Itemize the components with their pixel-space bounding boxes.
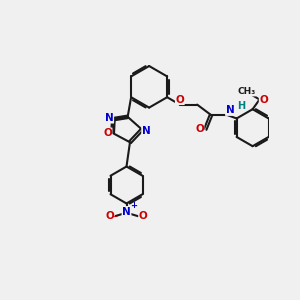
Text: CH₃: CH₃ [238, 87, 256, 96]
Text: O: O [259, 94, 268, 104]
Text: N: N [142, 126, 151, 136]
Text: O: O [195, 124, 204, 134]
Text: O: O [106, 211, 114, 221]
Text: O: O [103, 128, 112, 138]
Text: O: O [176, 94, 184, 104]
Text: O: O [139, 211, 148, 221]
Text: N: N [226, 105, 234, 116]
Text: ⁻: ⁻ [112, 214, 117, 224]
Text: H: H [237, 100, 245, 110]
Text: +: + [130, 201, 137, 210]
Text: N: N [105, 113, 114, 123]
Text: N: N [122, 207, 131, 217]
